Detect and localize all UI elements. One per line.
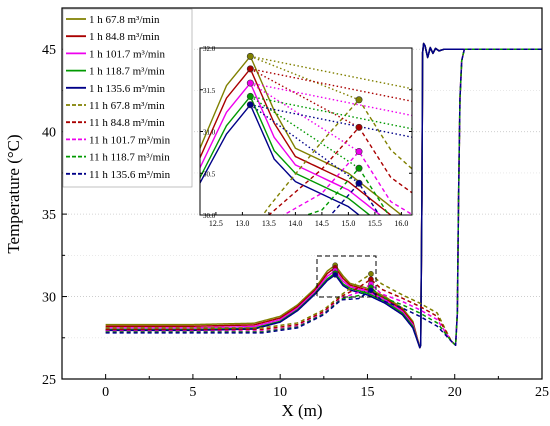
inset-series-group bbox=[200, 55, 412, 215]
inset-peak-marker bbox=[246, 52, 254, 60]
inset-x-tick-label: 12.5 bbox=[209, 219, 223, 228]
series-line-6 bbox=[105, 48, 542, 346]
peak-marker bbox=[332, 271, 339, 278]
series-line-0 bbox=[105, 42, 542, 349]
inset-peak-marker bbox=[246, 79, 254, 87]
y-axis-label: Temperature (°C) bbox=[4, 134, 23, 253]
inset-y-tick-label: 32.0 bbox=[203, 45, 216, 53]
peak-marker bbox=[368, 270, 374, 277]
legend: 1 h 67.8 m³/min 1 h 84.8 m³/min 1 h 101.7 … bbox=[62, 8, 193, 188]
inset-peak-marker bbox=[355, 148, 363, 156]
legend-entry-label: 1 h 67.8 m³/min bbox=[89, 14, 160, 26]
series-line-9 bbox=[105, 48, 542, 346]
inset-peak-connector bbox=[249, 95, 360, 169]
inset-y-tick-label: 31.5 bbox=[203, 87, 216, 95]
peak-marker bbox=[368, 287, 374, 294]
legend-entry-label: 11 h 118.7 m³/min bbox=[89, 152, 170, 164]
inset-series-line-8 bbox=[304, 167, 390, 215]
peak-marker bbox=[368, 276, 374, 283]
inset-x-tick-label: 14.5 bbox=[315, 219, 329, 228]
series-line-8 bbox=[105, 48, 542, 346]
inset-series-line-6 bbox=[268, 126, 412, 215]
inset-peak-marker bbox=[355, 123, 363, 131]
legend-entry-label: 1 h 118.7 m³/min bbox=[89, 66, 165, 78]
inset-peak-marker bbox=[246, 92, 254, 100]
inset-x-tick-label: 14.0 bbox=[288, 219, 302, 228]
y-tick-label: 35 bbox=[42, 208, 56, 223]
x-tick-label: 15 bbox=[360, 385, 374, 400]
inset-x-tick-label: 13.5 bbox=[262, 219, 276, 228]
inset-x-tick-label: 16.0 bbox=[394, 219, 408, 228]
x-tick-label: 10 bbox=[273, 385, 287, 400]
y-tick-label: 40 bbox=[42, 126, 56, 141]
inset-peak-marker bbox=[355, 96, 363, 104]
inset-y-tick-label: 31.0 bbox=[203, 129, 216, 137]
x-tick-label: 25 bbox=[535, 385, 549, 400]
x-tick-label: 5 bbox=[189, 385, 196, 400]
inset-trend-line bbox=[250, 68, 412, 102]
inset-trend-line bbox=[250, 55, 412, 90]
zoom-region-box bbox=[316, 255, 377, 298]
x-axis-label: X (m) bbox=[281, 401, 322, 420]
inset-peak-marker bbox=[355, 164, 363, 172]
inset-peak-marker bbox=[355, 179, 363, 187]
inset-trend-line bbox=[250, 82, 412, 117]
inset-y-tick-label: 30.5 bbox=[203, 170, 216, 178]
inset-x-tick-label: 13.0 bbox=[235, 219, 249, 228]
inset-series-line-1 bbox=[200, 67, 392, 215]
inset-y-tick-label: 30.0 bbox=[203, 212, 216, 220]
inset-peak-connector bbox=[250, 68, 360, 128]
inset-series-line-2 bbox=[200, 81, 382, 215]
legend-entry-label: 1 h 101.7 m³/min bbox=[89, 48, 166, 60]
legend-entry-label: 1 h 84.8 m³/min bbox=[89, 31, 160, 43]
inset-peak-marker bbox=[246, 65, 254, 73]
inset-x-tick-label: 15.0 bbox=[341, 219, 355, 228]
axes-group: 25 30 35 40 45 0 5 10 15 20 25 bbox=[42, 43, 549, 400]
y-tick-label: 30 bbox=[42, 291, 56, 306]
x-tick-label: 0 bbox=[102, 385, 109, 400]
legend-entry-label: 1 h 135.6 m³/min bbox=[89, 83, 166, 95]
inset-peak-marker bbox=[246, 101, 254, 109]
inset-series-line-4 bbox=[200, 103, 361, 215]
legend-entry-label: 11 h 101.7 m³/min bbox=[89, 134, 171, 146]
inset-chart: 12.5 13.0 13.5 14.0 14.5 15.0 15.5 16.0 30.0 30.5… bbox=[199, 45, 413, 228]
series-line-7 bbox=[105, 48, 542, 346]
legend-entry-label: 11 h 84.8 m³/min bbox=[89, 117, 165, 129]
legend-entry-label: 11 h 67.8 m³/min bbox=[89, 100, 165, 112]
y-tick-label: 25 bbox=[42, 373, 56, 388]
inset-x-tick-label: 15.5 bbox=[368, 219, 382, 228]
y-tick-label: 45 bbox=[42, 43, 56, 58]
plot-frame bbox=[61, 7, 543, 380]
series-line-5 bbox=[105, 48, 542, 346]
series-line-4 bbox=[105, 42, 542, 349]
inset-trend-line bbox=[250, 104, 412, 138]
x-tick-label: 20 bbox=[448, 385, 462, 400]
inset-series-line-0 bbox=[200, 55, 403, 215]
inset-series-line-3 bbox=[200, 95, 371, 215]
legend-entry-label: 11 h 135.6 m³/min bbox=[89, 169, 171, 181]
inset-trend-line bbox=[250, 95, 412, 130]
inset-series-line-5 bbox=[262, 98, 412, 215]
inset-peak-connector bbox=[249, 82, 360, 153]
